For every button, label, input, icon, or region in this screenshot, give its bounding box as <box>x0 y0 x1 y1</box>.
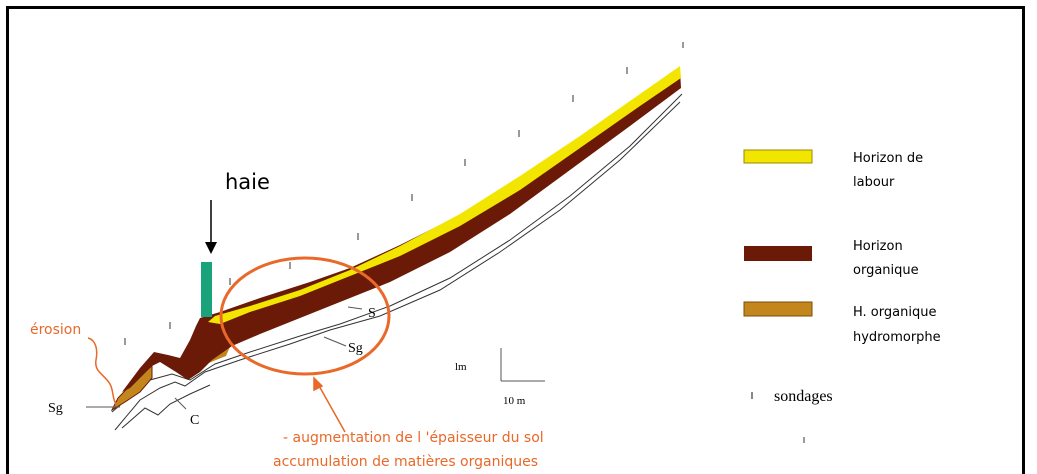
hedge-label: haie <box>225 170 270 194</box>
horizon-organique-fill <box>122 70 681 392</box>
sondage-marks <box>124 42 805 443</box>
annotation-line1: - augmentation de l 'épaisseur du sol <box>283 430 544 446</box>
c-label: C <box>190 413 199 428</box>
horizon-hydromorphe-fill <box>110 365 153 412</box>
scale-bar <box>500 348 545 382</box>
legend-swatch-hydromorphe <box>743 301 813 317</box>
annotation-line2: accumulation de matières organiques <box>273 454 538 470</box>
legend-swatch-labour <box>743 149 813 164</box>
sg-left-label: Sg <box>48 401 63 416</box>
legend-organique-line1: Horizon <box>853 239 903 254</box>
arrow-down-icon <box>205 200 217 254</box>
scale-horizontal-label: 10 m <box>503 395 526 407</box>
pointer-lines <box>86 306 363 410</box>
erosion-label: érosion <box>30 322 81 338</box>
legend-organique-line2: organique <box>853 263 919 278</box>
annotation-arrow-icon <box>313 376 346 433</box>
legend-hydromorphe-line2: hydromorphe <box>853 330 941 345</box>
horizon-labour-fill <box>208 66 681 324</box>
s-label: S <box>368 306 376 321</box>
subsoil-lines <box>111 93 683 431</box>
legend-sondages-label: sondages <box>774 388 833 405</box>
legend-swatch-organique <box>744 246 812 261</box>
legend-hydromorphe-line1: H. organique <box>853 305 936 320</box>
scale-vertical-label: lm <box>455 361 467 373</box>
legend-labour-line1: Horizon de <box>853 151 923 166</box>
erosion-squiggle-icon <box>87 337 117 405</box>
highlight-ellipse <box>219 256 391 376</box>
sg-mid-label: Sg <box>348 341 363 356</box>
figure-frame <box>6 6 1025 474</box>
legend-labour-line2: labour <box>853 175 895 190</box>
hedge-icon <box>201 262 212 317</box>
